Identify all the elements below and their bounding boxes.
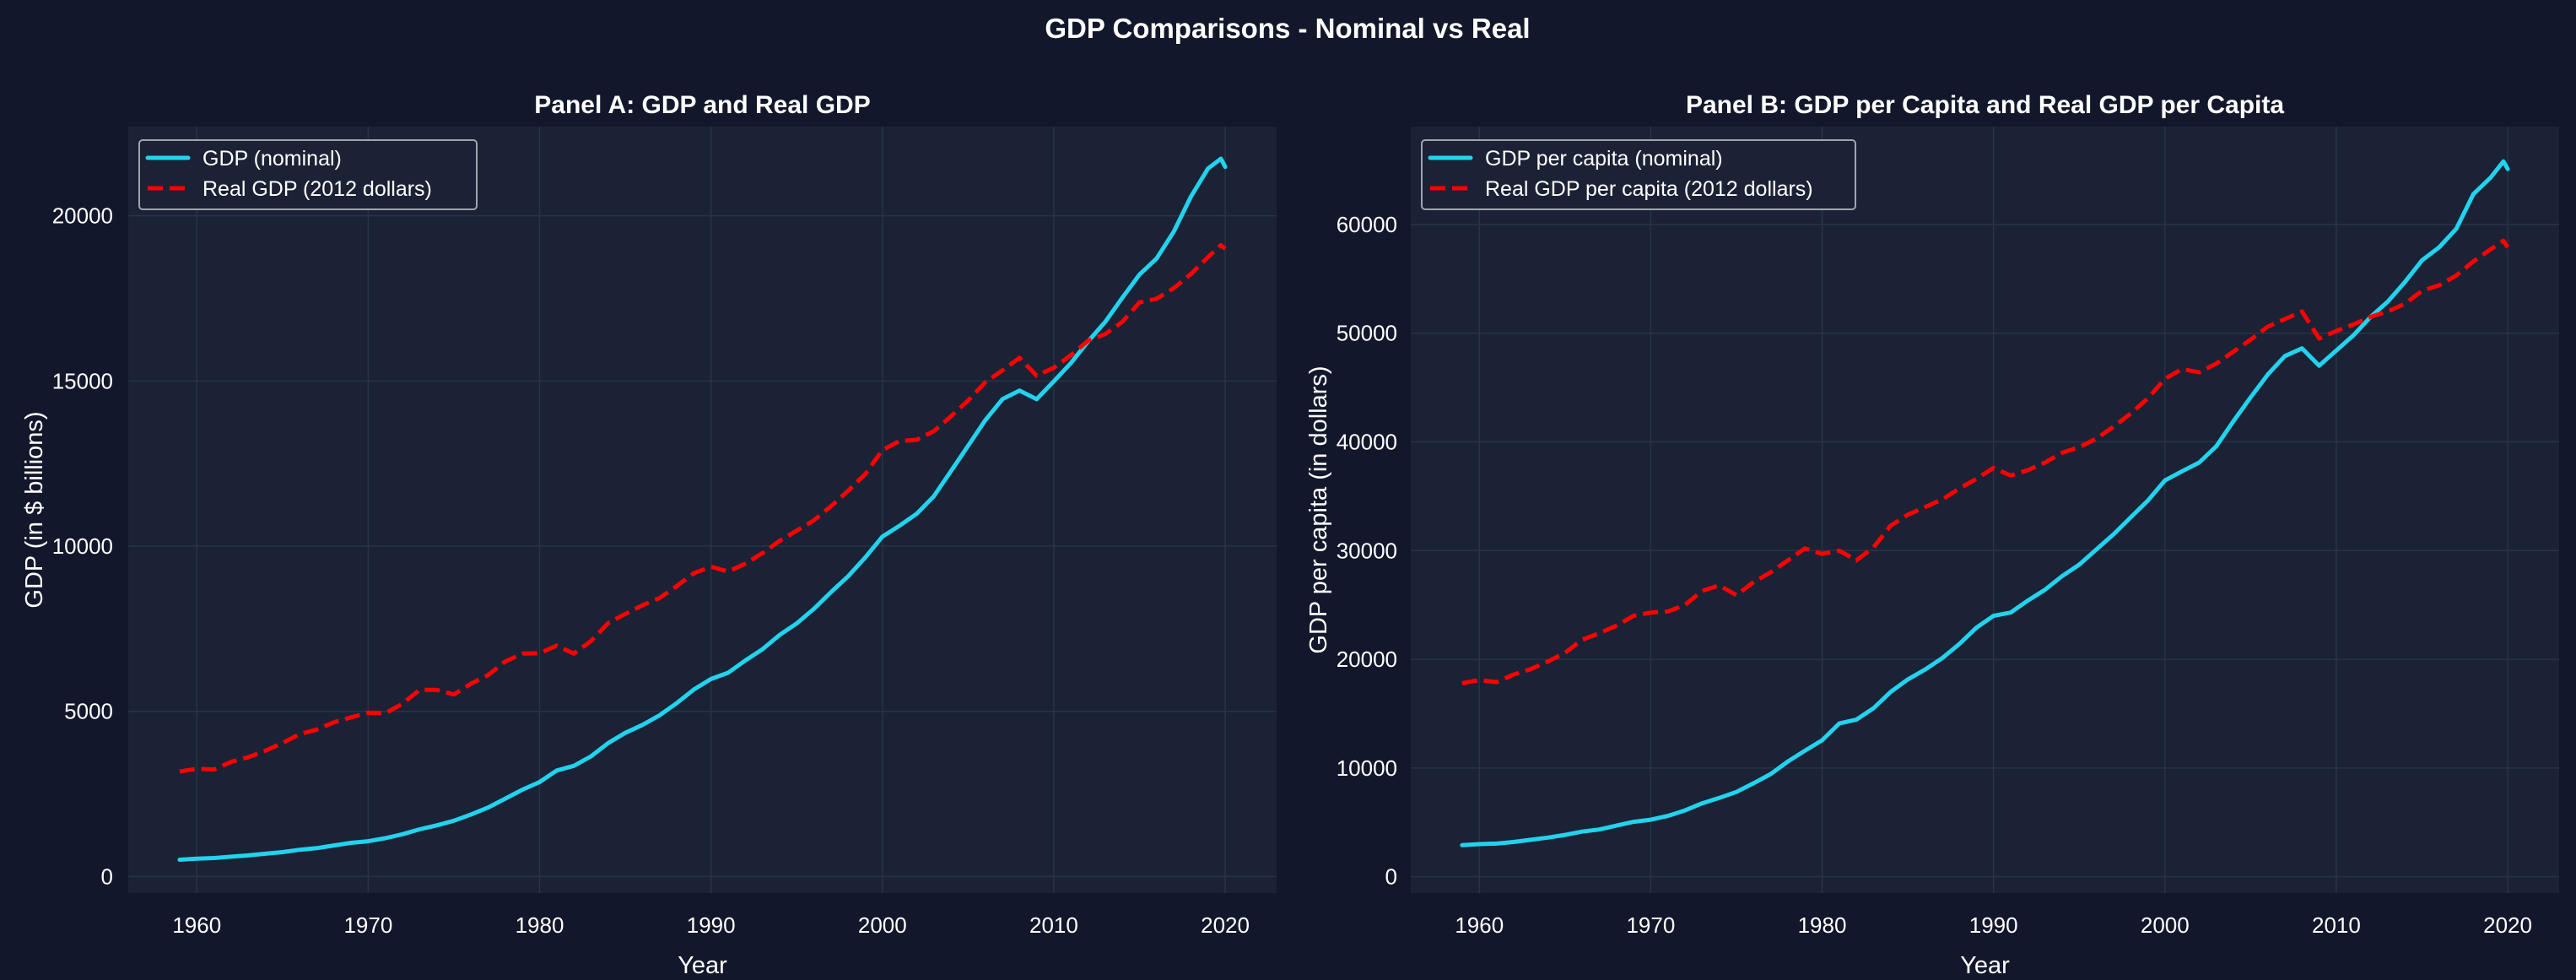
panel-b-title: Panel B: GDP per Capita and Real GDP per…: [1686, 91, 2284, 119]
panel-a-y-axis-label: GDP (in $ billions): [21, 411, 48, 608]
panel-a-y-tick-label: 10000: [52, 533, 113, 559]
panel-a-y-tick-label: 5000: [64, 699, 113, 724]
panel-a-lines: [177, 156, 1228, 862]
panel-b-legend: GDP per capita (nominal) Real GDP per ca…: [1421, 139, 1856, 210]
panel-b-y-ticks: 0 10000 20000 30000 40000 50000 60000: [1337, 212, 1397, 890]
panel-a-x-tick-label: 1980: [516, 912, 564, 938]
panel-a-grid: [128, 127, 1277, 893]
panel-a-y-ticks: 0 5000 10000 15000 20000: [52, 203, 113, 890]
panel-a-y-tick-label: 15000: [52, 368, 113, 393]
panel-b-lines: [1460, 159, 2510, 847]
panel-a-y-tick-label: 20000: [52, 203, 113, 229]
panel-a-y-tick-label: 0: [101, 864, 113, 889]
panel-a-x-tick-label: 1970: [343, 912, 392, 938]
panel-a-x-axis-label: Year: [678, 952, 727, 979]
panel-b-legend-box: [1421, 139, 1856, 210]
panel-b-legend-label-real: Real GDP per capita (2012 dollars): [1485, 177, 1813, 201]
panel-a-x-tick-label: 2000: [858, 912, 907, 938]
panel-b-y-tick-label: 30000: [1337, 538, 1397, 563]
panel-b-series-real-line: [1461, 238, 2510, 685]
panel-b-y-tick-label: 0: [1385, 864, 1397, 890]
panel-b-grid: [1411, 127, 2559, 893]
panel-b-y-axis-label: GDP per capita (in dollars): [1305, 365, 1332, 653]
panel-b-x-tick-label: 2020: [2483, 912, 2532, 938]
panel-a-x-tick-label: 2020: [1201, 912, 1250, 938]
panel-a-x-tick-label: 1990: [687, 912, 736, 938]
panel-a: Panel A: GDP and Real GDP 1960 1970 1980 19…: [21, 91, 1277, 979]
panel-a-title: Panel A: GDP and Real GDP: [534, 91, 870, 119]
panel-b-y-tick-label: 40000: [1337, 430, 1397, 455]
panel-a-series-nominal-line: [177, 156, 1228, 862]
panel-a-x-tick-label: 2010: [1029, 912, 1078, 938]
panel-a-series-real-line: [179, 243, 1227, 774]
panel-b-y-tick-label: 10000: [1337, 755, 1397, 781]
figure-title: GDP Comparisons - Nominal vs Real: [1045, 13, 1530, 44]
panel-b-x-tick-label: 1990: [1969, 912, 2018, 938]
panel-a-legend-label-real: Real GDP (2012 dollars): [203, 177, 432, 201]
panel-b-x-tick-label: 2010: [2312, 912, 2361, 938]
panel-b-x-tick-label: 1960: [1455, 912, 1504, 938]
panel-b-plot-area: [1411, 127, 2559, 893]
panel-b-x-tick-label: 1980: [1798, 912, 1847, 938]
panel-b-x-ticks: 1960 1970 1980 1990 2000 2010 2020: [1455, 912, 2532, 938]
panel-a-legend-label-nominal: GDP (nominal): [203, 147, 342, 171]
panel-a-x-tick-label: 1960: [172, 912, 221, 938]
panel-b-legend-label-nominal: GDP per capita (nominal): [1485, 147, 1723, 171]
panel-b-x-tick-label: 1970: [1626, 912, 1675, 938]
panel-b-y-tick-label: 60000: [1337, 212, 1397, 237]
panel-a-plot-area: [128, 127, 1277, 893]
panel-b-series-nominal-line: [1460, 159, 2510, 847]
panel-b-x-tick-label: 2000: [2141, 912, 2190, 938]
panel-b-y-tick-label: 50000: [1337, 321, 1397, 346]
panel-b-y-tick-label: 20000: [1337, 647, 1397, 672]
panel-a-legend-box: [138, 139, 478, 210]
panel-a-legend: GDP (nominal) Real GDP (2012 dollars): [138, 139, 478, 210]
panel-b-x-axis-label: Year: [1960, 952, 2010, 979]
panel-b: Panel B: GDP per Capita and Real GDP per…: [1305, 91, 2559, 979]
panel-a-x-ticks: 1960 1970 1980 1990 2000 2010 2020: [172, 912, 1250, 938]
